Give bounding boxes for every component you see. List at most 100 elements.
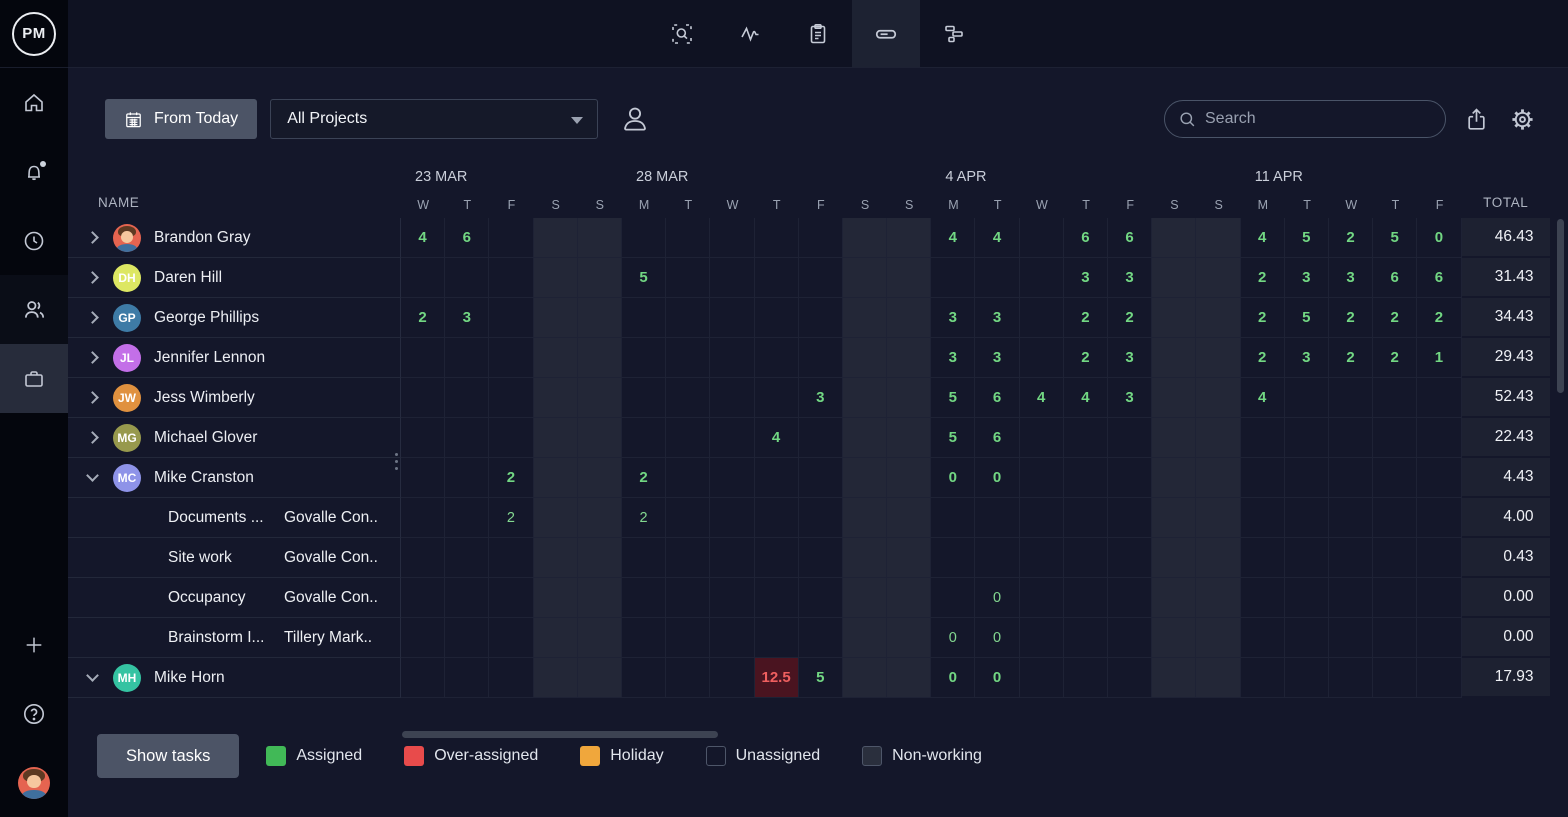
day-cell[interactable] [1196, 618, 1241, 658]
day-cell[interactable]: 0 [931, 658, 976, 698]
sidebar-item-projects[interactable] [0, 344, 68, 413]
day-cell[interactable] [533, 378, 578, 418]
day-cell[interactable]: 2 [1063, 338, 1108, 378]
day-cell[interactable]: 0 [975, 578, 1020, 618]
day-cell[interactable] [1019, 258, 1064, 298]
day-cell[interactable] [842, 618, 888, 658]
day-cell[interactable] [489, 418, 534, 458]
day-cell[interactable]: 12.5 [754, 658, 799, 698]
day-cell[interactable] [887, 218, 932, 258]
day-cell[interactable] [887, 338, 932, 378]
day-cell[interactable] [401, 378, 446, 418]
day-cell[interactable]: 2 [1240, 338, 1285, 378]
day-cell[interactable] [445, 458, 490, 498]
day-cell[interactable] [710, 578, 755, 618]
day-cell[interactable] [710, 538, 755, 578]
day-cell[interactable] [1019, 458, 1064, 498]
day-cell[interactable] [887, 418, 932, 458]
day-cell[interactable] [798, 498, 843, 538]
day-cell[interactable] [754, 458, 799, 498]
day-cell[interactable] [842, 498, 888, 538]
day-cell[interactable] [445, 618, 490, 658]
day-cell[interactable] [842, 298, 888, 338]
day-cell[interactable]: 6 [1108, 218, 1153, 258]
day-cell[interactable]: 2 [1240, 298, 1285, 338]
day-cell[interactable] [1417, 658, 1462, 698]
day-cell[interactable] [1417, 538, 1462, 578]
day-cell[interactable] [1240, 458, 1285, 498]
day-cell[interactable] [1152, 458, 1197, 498]
day-cell[interactable] [1108, 458, 1153, 498]
day-cell[interactable] [887, 658, 932, 698]
day-cell[interactable] [1063, 458, 1108, 498]
day-cell[interactable] [1108, 498, 1153, 538]
person-name-cell[interactable]: GP George Phillips [68, 298, 401, 338]
day-cell[interactable] [1328, 658, 1374, 698]
day-cell[interactable] [1328, 458, 1374, 498]
day-cell[interactable] [1373, 458, 1418, 498]
day-cell[interactable] [710, 258, 755, 298]
tab-notes[interactable] [784, 0, 852, 67]
day-cell[interactable]: 2 [621, 498, 667, 538]
day-cell[interactable] [1108, 418, 1153, 458]
day-cell[interactable] [842, 658, 888, 698]
app-logo[interactable]: PM [0, 0, 68, 68]
day-cell[interactable] [1196, 418, 1241, 458]
day-cell[interactable] [577, 458, 622, 498]
day-cell[interactable] [621, 298, 667, 338]
from-today-button[interactable]: From Today [105, 99, 258, 139]
day-cell[interactable] [1328, 378, 1374, 418]
sidebar-item-notifications[interactable] [0, 137, 68, 206]
day-cell[interactable] [621, 658, 667, 698]
day-cell[interactable] [1019, 618, 1064, 658]
day-cell[interactable] [621, 338, 667, 378]
day-cell[interactable]: 6 [1373, 258, 1418, 298]
show-tasks-button[interactable]: Show tasks [97, 734, 240, 778]
day-cell[interactable] [1019, 658, 1064, 698]
day-cell[interactable] [1152, 258, 1197, 298]
day-cell[interactable] [1019, 538, 1064, 578]
day-cell[interactable]: 2 [1328, 298, 1374, 338]
day-cell[interactable] [666, 498, 711, 538]
day-cell[interactable]: 5 [931, 418, 976, 458]
export-button[interactable] [1463, 106, 1490, 133]
day-cell[interactable] [975, 258, 1020, 298]
day-cell[interactable] [1240, 658, 1285, 698]
day-cell[interactable] [1108, 658, 1153, 698]
day-cell[interactable] [1417, 578, 1462, 618]
day-cell[interactable] [1196, 218, 1241, 258]
day-cell[interactable]: 2 [1373, 298, 1418, 338]
day-cell[interactable] [666, 378, 711, 418]
day-cell[interactable] [1019, 498, 1064, 538]
day-cell[interactable]: 4 [931, 218, 976, 258]
day-cell[interactable] [533, 338, 578, 378]
day-cell[interactable] [887, 458, 932, 498]
day-cell[interactable] [1196, 658, 1241, 698]
day-cell[interactable] [577, 578, 622, 618]
day-cell[interactable] [401, 258, 446, 298]
day-cell[interactable]: 6 [1417, 258, 1462, 298]
day-cell[interactable] [621, 538, 667, 578]
day-cell[interactable] [842, 218, 888, 258]
day-cell[interactable] [1373, 538, 1418, 578]
day-cell[interactable]: 2 [489, 498, 534, 538]
day-cell[interactable]: 5 [621, 258, 667, 298]
horizontal-scrollbar[interactable] [402, 731, 718, 738]
day-cell[interactable] [1240, 538, 1285, 578]
day-cell[interactable] [1284, 578, 1329, 618]
day-cell[interactable] [1019, 218, 1064, 258]
day-cell[interactable] [1328, 578, 1374, 618]
day-cell[interactable] [1240, 418, 1285, 458]
day-cell[interactable] [887, 378, 932, 418]
day-cell[interactable] [754, 298, 799, 338]
day-cell[interactable] [1063, 498, 1108, 538]
day-cell[interactable] [798, 578, 843, 618]
day-cell[interactable]: 5 [1284, 298, 1329, 338]
day-cell[interactable] [577, 338, 622, 378]
day-cell[interactable]: 3 [931, 338, 976, 378]
day-cell[interactable] [710, 378, 755, 418]
day-cell[interactable]: 4 [1240, 378, 1285, 418]
day-cell[interactable]: 4 [401, 218, 446, 258]
day-cell[interactable] [621, 618, 667, 658]
day-cell[interactable] [445, 378, 490, 418]
